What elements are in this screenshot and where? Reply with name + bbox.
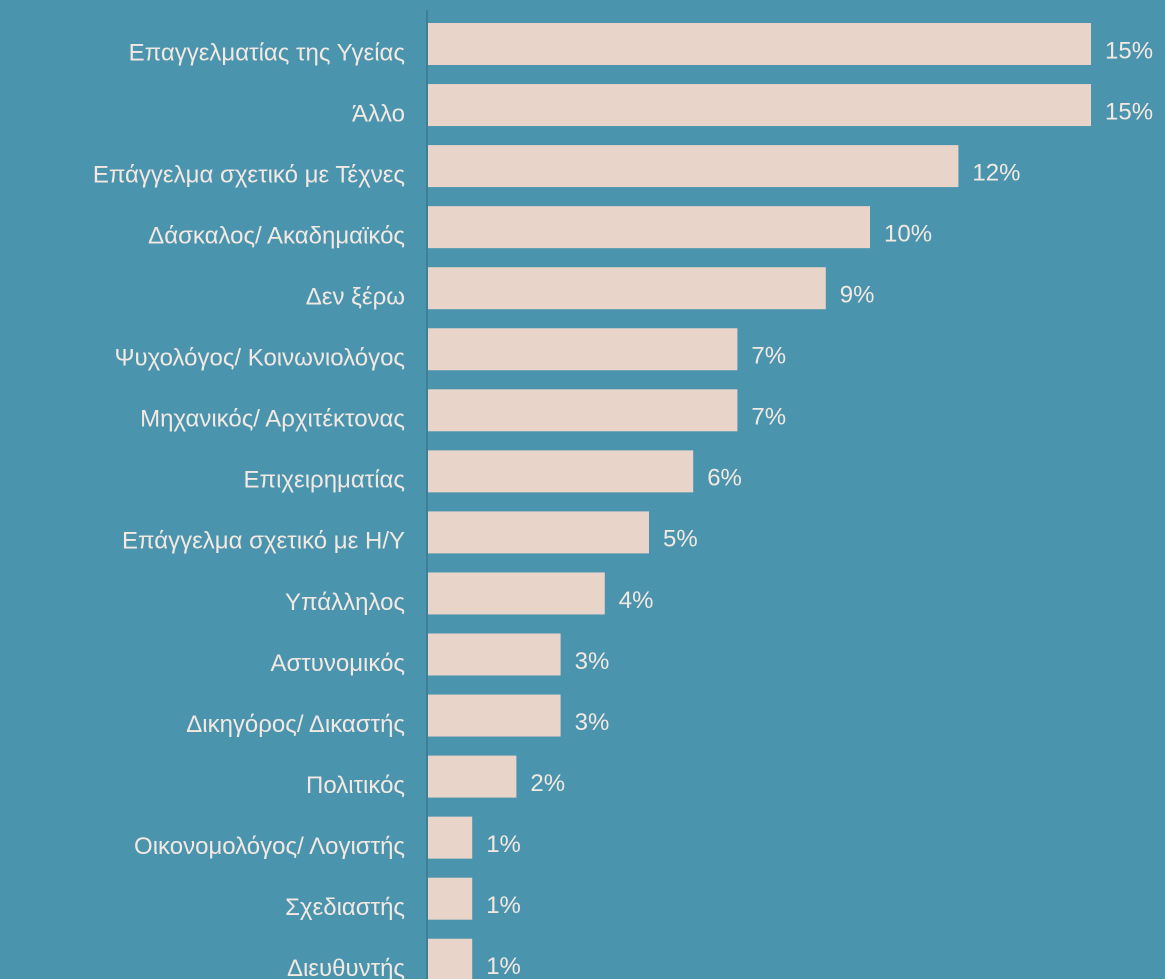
bar [428, 206, 870, 249]
value-label: 5% [663, 526, 698, 553]
bar [428, 511, 649, 554]
value-label: 10% [884, 220, 932, 247]
value-label: 7% [751, 343, 786, 370]
category-label: Σχεδιαστής [285, 894, 405, 921]
category-label: Επαγγελματίας της Υγείας [129, 39, 405, 66]
value-label: 1% [486, 892, 521, 919]
category-label: Υπάλληλος [285, 589, 405, 616]
value-label: 1% [486, 831, 521, 858]
bar [428, 938, 473, 979]
value-label: 3% [575, 709, 610, 736]
bar [428, 145, 959, 188]
bar [428, 572, 605, 615]
bar [428, 267, 826, 310]
bar [428, 816, 473, 859]
value-label: 9% [840, 282, 875, 309]
value-label: 15% [1105, 37, 1153, 64]
bar [428, 694, 561, 737]
value-label: 2% [530, 770, 565, 797]
bar [428, 877, 473, 920]
bar [428, 84, 1091, 127]
bar [428, 633, 561, 676]
value-label: 7% [751, 404, 786, 431]
category-label: Δικηγόρος/ Δικαστής [186, 711, 405, 738]
value-label: 3% [575, 648, 610, 675]
category-label: Επάγγελμα σχετικό με Η/Υ [122, 528, 405, 555]
value-label: 15% [1105, 98, 1153, 125]
value-label: 6% [707, 465, 742, 492]
bar [428, 450, 694, 493]
category-label: Δάσκαλος/ Ακαδημαϊκός [148, 222, 405, 249]
bar [428, 328, 738, 371]
category-label: Άλλο [352, 100, 405, 127]
value-label: 4% [619, 587, 654, 614]
category-label: Επιχειρηματίας [244, 467, 405, 494]
category-label: Οικονομολόγος/ Λογιστής [134, 833, 405, 860]
value-label: 12% [972, 159, 1020, 186]
category-label: Διευθυντής [287, 955, 405, 979]
category-label: Πολιτικός [306, 772, 405, 799]
category-label: Επάγγελμα σχετικό με Τέχνες [93, 161, 405, 188]
bar [428, 23, 1091, 65]
category-label: Ψυχολόγος/ Κοινωνιολόγος [114, 345, 405, 372]
category-label: Δεν ξέρω [306, 284, 405, 311]
category-label: Μηχανικός/ Αρχιτέκτονας [140, 406, 405, 433]
bar [428, 389, 738, 432]
category-label: Αστυνομικός [270, 650, 405, 677]
value-label: 1% [486, 953, 521, 979]
bar [428, 755, 517, 798]
